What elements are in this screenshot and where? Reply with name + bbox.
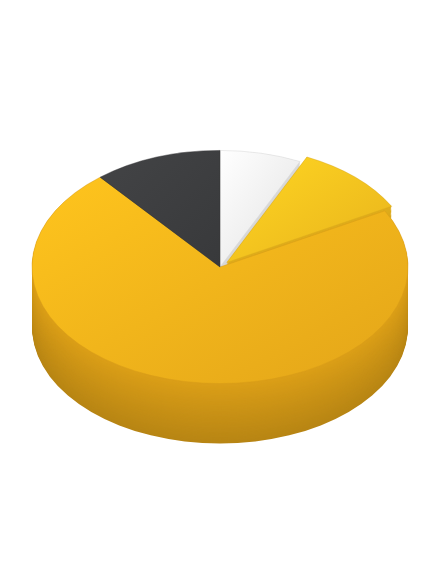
pie xyxy=(32,150,408,443)
pie-sides xyxy=(32,151,408,444)
pie-slice xyxy=(100,150,220,267)
chart xyxy=(0,0,440,566)
pie-tops xyxy=(32,150,408,383)
